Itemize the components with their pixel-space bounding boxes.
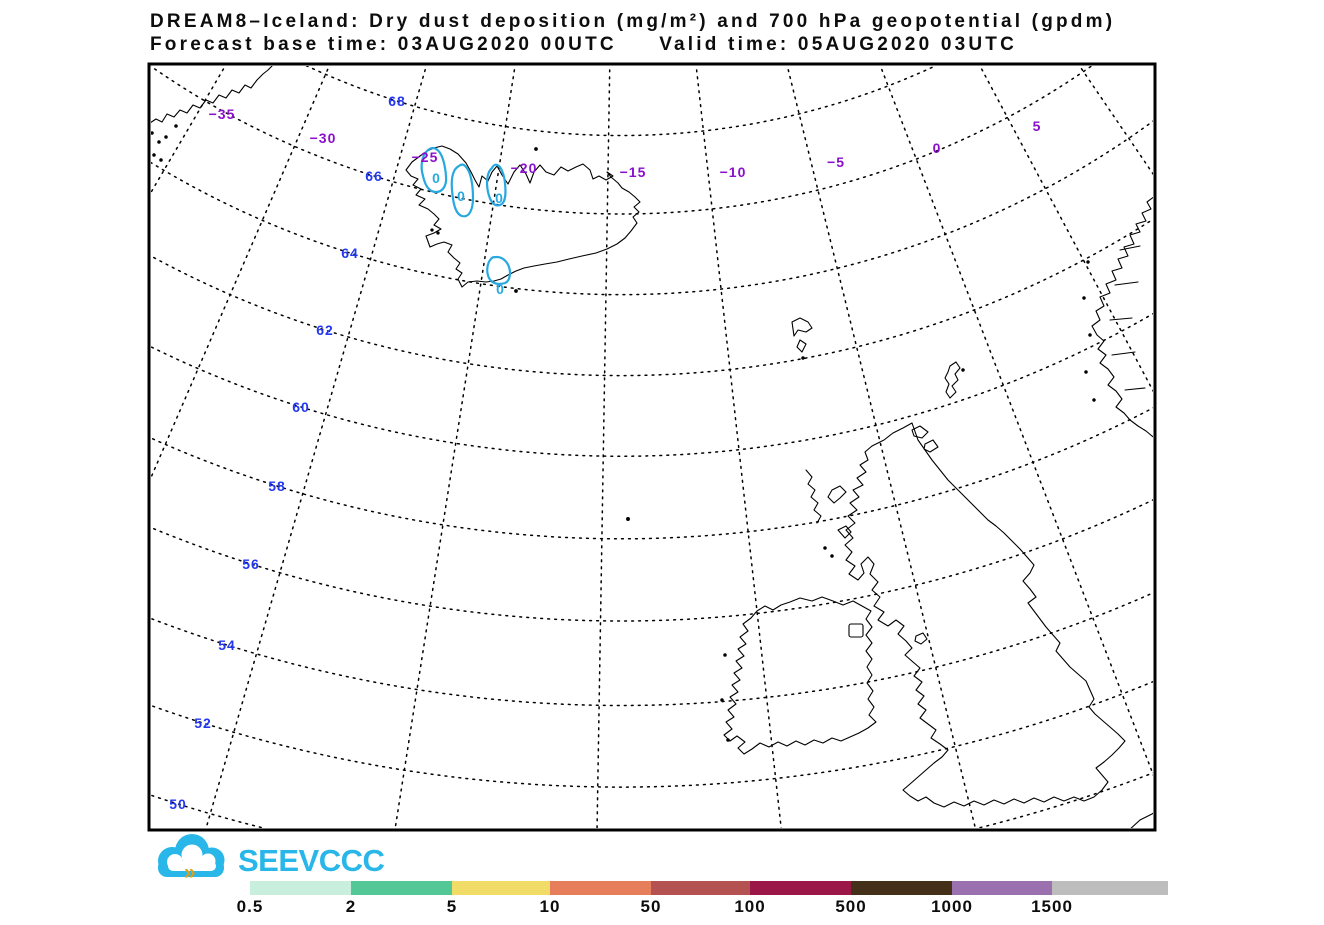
dust-contour-westfjords-west <box>420 146 448 194</box>
coastline-ireland <box>723 596 877 755</box>
contour-zero-label-1: 0 <box>457 188 465 204</box>
coastline-great-britain <box>844 422 1126 808</box>
meridian-line-3 <box>394 66 516 828</box>
scale-segment-1500 <box>1052 881 1168 895</box>
scale-label-50: 50 <box>641 897 662 916</box>
scale-segment-2 <box>351 881 452 895</box>
lon-label-−20: −20 <box>511 160 538 176</box>
scale-label-5: 5 <box>447 897 457 916</box>
lon-label-−15: −15 <box>620 164 647 180</box>
lon-label-−35: −35 <box>209 106 236 122</box>
lat-label-56: 56 <box>242 556 260 572</box>
parallel-arc-9 <box>151 680 1153 788</box>
meridian-line-0 <box>151 66 227 194</box>
meridian-line-5 <box>695 66 782 828</box>
graticule-labels: −35 −30 −25 −20 −15 −10 −5 0 5 68 66 64 62 60 58 56 54 52… <box>169 93 1042 812</box>
coastline-isle-of-man <box>914 632 928 645</box>
seevccc-logo: » SEEVCCC <box>158 834 385 884</box>
meridian-line-7 <box>879 66 1153 777</box>
scale-segment-500 <box>851 881 952 895</box>
map-frame <box>147 62 1157 832</box>
dust-contour-south-coast <box>486 255 512 286</box>
deposition-color-scale: 0.5 2 5 10 50 100 500 1000 1500 <box>237 881 1168 916</box>
dust-contours <box>420 146 512 286</box>
cloud-icon: » <box>158 834 225 884</box>
meridian-line-9 <box>1078 66 1153 176</box>
lat-label-66: 66 <box>365 168 383 184</box>
contour-zero-label-3: 0 <box>496 281 504 297</box>
parallel-arc-5 <box>151 312 1153 457</box>
contour-zero-label-2: 0 <box>495 190 503 206</box>
lat-label-52: 52 <box>194 715 212 731</box>
islet-rockall <box>626 517 630 521</box>
coastline-shetland <box>944 361 961 399</box>
norway-fjords-detail <box>1109 245 1146 391</box>
lat-label-54: 54 <box>218 637 236 653</box>
scale-label-1500: 1500 <box>1031 897 1073 916</box>
meridian-line-6 <box>786 66 977 828</box>
lon-label-−30: −30 <box>310 130 337 146</box>
logo-text: SEEVCCC <box>238 843 384 878</box>
meridian-line-8 <box>979 66 1153 393</box>
meridian-line-2 <box>205 66 428 828</box>
lat-label-68: 68 <box>388 93 406 109</box>
lat-label-50: 50 <box>169 796 187 812</box>
meridian-line-1 <box>151 66 330 480</box>
scale-segment-10 <box>550 881 651 895</box>
coastline-greenland <box>151 66 273 123</box>
coastline-iceland <box>405 145 641 288</box>
lon-label-0: 0 <box>933 140 942 156</box>
parallel-arc-7 <box>151 498 1153 622</box>
coastline-continent-corner <box>1130 812 1153 828</box>
chart-title-line1: DREAM8–Iceland: Dry dust deposition (mg/… <box>150 11 1116 32</box>
coastline-hebrides <box>805 469 852 539</box>
chart-title-line2: Forecast base time: 03AUG2020 00UTC Vali… <box>150 34 1018 55</box>
scale-segment-5 <box>452 881 550 895</box>
coastline-faroe <box>791 317 813 353</box>
scale-label-2: 2 <box>346 897 356 916</box>
coastlines <box>151 66 1153 828</box>
scale-segment-100 <box>750 881 851 895</box>
lough-neagh <box>848 623 864 638</box>
scale-label-100: 100 <box>734 897 765 916</box>
scale-label-10: 10 <box>540 897 561 916</box>
dust-contour-westfjords-east <box>450 163 475 218</box>
lat-label-64: 64 <box>341 245 359 261</box>
coastline-orkney <box>911 425 939 453</box>
dust-contour-north-coast <box>485 163 507 207</box>
lon-label-−25: −25 <box>412 149 439 165</box>
lat-label-62: 62 <box>316 322 334 338</box>
lon-label-5: 5 <box>1033 118 1042 134</box>
scale-segment-0.5 <box>250 881 351 895</box>
lat-label-58: 58 <box>268 478 286 494</box>
scale-label-0.5: 0.5 <box>237 897 264 916</box>
scale-label-500: 500 <box>835 897 866 916</box>
lon-label-−10: −10 <box>720 164 747 180</box>
chevron-icon: » <box>184 861 196 884</box>
parallel-arc-4 <box>151 218 1153 377</box>
graticule-grid <box>151 66 1153 828</box>
parallel-arc-6 <box>151 406 1153 540</box>
lon-label-−5: −5 <box>827 154 845 170</box>
meridian-line-4 <box>596 66 611 828</box>
contour-zero-label-0: 0 <box>432 170 440 186</box>
scale-segment-1000 <box>952 881 1052 895</box>
coastline-norway <box>1091 196 1153 438</box>
lat-label-60: 60 <box>292 399 310 415</box>
scale-segment-50 <box>651 881 750 895</box>
scale-label-1000: 1000 <box>931 897 973 916</box>
